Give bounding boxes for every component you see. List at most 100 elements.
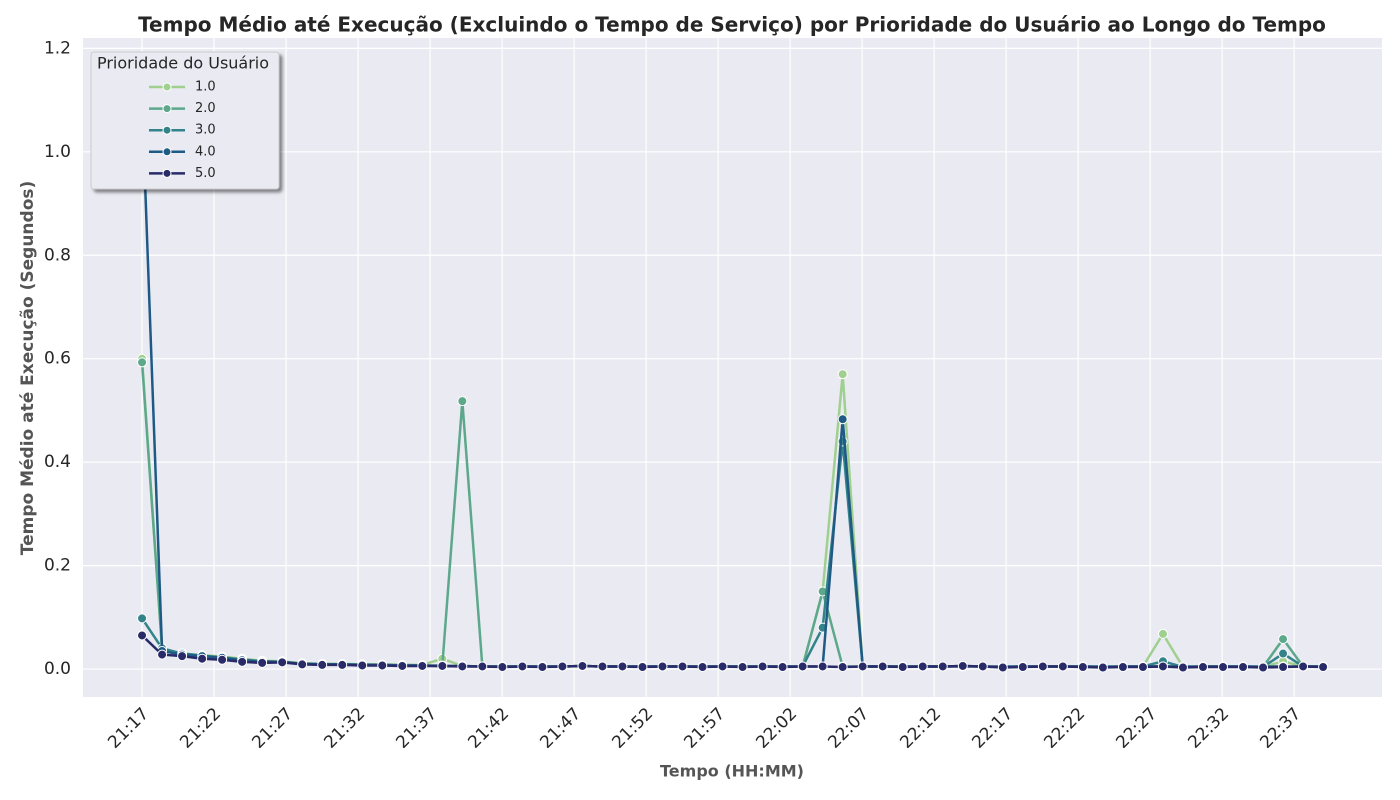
- x-tick-label: 22:32: [1184, 704, 1233, 753]
- data-point: [697, 661, 708, 672]
- x-tick-label: 22:17: [968, 704, 1017, 753]
- data-point: [997, 662, 1008, 673]
- data-point: [1097, 662, 1108, 673]
- y-tick-label: 1.2: [44, 38, 71, 58]
- data-point: [437, 660, 448, 671]
- data-point: [537, 661, 548, 672]
- legend-label: 3.0: [195, 123, 216, 138]
- data-point: [217, 654, 228, 665]
- data-point: [257, 657, 268, 668]
- data-point: [637, 661, 648, 672]
- y-tick-label: 0.8: [44, 245, 71, 265]
- data-point: [677, 661, 688, 672]
- x-tick-label: 21:52: [608, 704, 657, 753]
- x-tick-label: 22:37: [1256, 704, 1305, 753]
- legend-marker: [162, 147, 172, 157]
- data-point: [737, 661, 748, 672]
- data-point: [1057, 661, 1068, 672]
- data-point: [1278, 661, 1289, 672]
- x-tick-label: 22:27: [1112, 704, 1161, 753]
- x-tick-label: 21:27: [248, 704, 297, 753]
- data-point: [1318, 661, 1329, 672]
- data-point: [617, 661, 628, 672]
- data-point: [277, 657, 288, 668]
- legend-marker: [162, 125, 172, 135]
- data-point: [1017, 661, 1028, 672]
- data-point: [1037, 661, 1048, 672]
- data-point: [657, 661, 668, 672]
- data-point: [577, 660, 588, 671]
- data-point: [717, 661, 728, 672]
- data-point: [317, 659, 328, 670]
- legend-label: 2.0: [195, 101, 216, 116]
- data-point: [917, 661, 928, 672]
- data-point: [1238, 661, 1249, 672]
- data-point: [357, 660, 368, 671]
- data-point: [517, 661, 528, 672]
- data-point: [957, 660, 968, 671]
- y-tick-label: 0.2: [44, 556, 71, 576]
- y-tick-label: 1.0: [44, 142, 71, 162]
- data-point: [137, 357, 148, 368]
- data-point: [1137, 661, 1148, 672]
- data-point: [557, 661, 568, 672]
- data-point: [337, 659, 348, 670]
- y-axis-label: Tempo Médio até Execução (Segundos): [18, 181, 38, 556]
- x-tick-label: 21:47: [536, 704, 585, 753]
- data-point: [1117, 661, 1128, 672]
- data-point: [797, 661, 808, 672]
- data-point: [777, 661, 788, 672]
- y-tick-label: 0.4: [44, 452, 71, 472]
- data-point: [897, 661, 908, 672]
- legend-label: 5.0: [195, 166, 216, 181]
- x-tick-label: 21:17: [104, 704, 153, 753]
- data-point: [1157, 661, 1168, 672]
- data-point: [197, 653, 208, 664]
- data-point: [837, 369, 848, 380]
- data-point: [837, 661, 848, 672]
- data-point: [1197, 661, 1208, 672]
- x-tick-label: 22:22: [1040, 704, 1089, 753]
- legend-marker: [162, 104, 172, 114]
- legend-marker: [162, 82, 172, 92]
- data-point: [1218, 661, 1229, 672]
- data-point: [1278, 648, 1289, 659]
- x-tick-label: 21:57: [680, 704, 729, 753]
- data-point: [977, 661, 988, 672]
- data-point: [137, 630, 148, 641]
- data-point: [297, 659, 308, 670]
- data-point: [377, 660, 388, 671]
- data-point: [1157, 628, 1168, 639]
- data-point: [177, 651, 188, 662]
- data-point: [457, 396, 468, 407]
- data-point: [597, 661, 608, 672]
- y-tick-label: 0.6: [44, 349, 71, 369]
- legend-label: 4.0: [195, 144, 216, 159]
- data-point: [1258, 662, 1269, 673]
- y-tick-label: 0.0: [44, 659, 71, 679]
- data-point: [137, 613, 148, 624]
- data-point: [477, 661, 488, 672]
- x-tick-label: 21:42: [464, 704, 513, 753]
- chart-title: Tempo Médio até Execução (Excluindo o Te…: [138, 13, 1326, 37]
- legend-label: 1.0: [195, 80, 216, 95]
- x-tick-label: 22:02: [752, 704, 801, 753]
- data-point: [237, 656, 248, 667]
- plot-area: [83, 38, 1382, 697]
- legend-marker: [162, 168, 172, 178]
- legend-box: [90, 51, 280, 190]
- data-point: [397, 660, 408, 671]
- data-point: [857, 661, 868, 672]
- x-tick-label: 21:32: [320, 704, 369, 753]
- x-tick-label: 22:07: [824, 704, 873, 753]
- data-point: [937, 661, 948, 672]
- x-tick-label: 21:37: [392, 704, 441, 753]
- data-point: [157, 649, 168, 660]
- data-point: [837, 414, 848, 425]
- data-point: [1278, 634, 1289, 645]
- data-point: [1298, 661, 1309, 672]
- legend-title: Prioridade do Usuário: [97, 54, 269, 73]
- data-point: [757, 661, 768, 672]
- x-tick-label: 22:12: [896, 704, 945, 753]
